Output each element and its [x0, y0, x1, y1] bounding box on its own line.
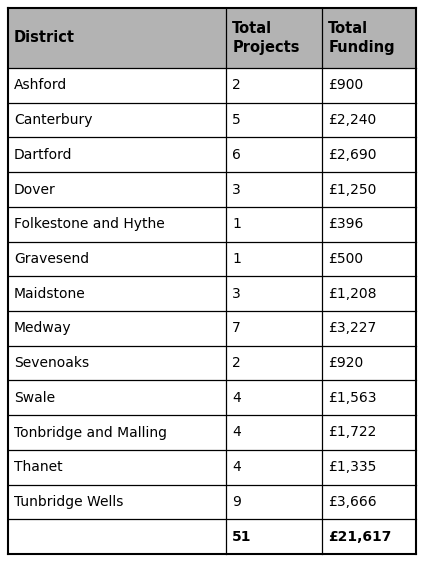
Bar — [8, 519, 416, 554]
Bar — [8, 68, 416, 103]
Text: 6: 6 — [232, 148, 241, 162]
Text: Maidstone: Maidstone — [14, 287, 86, 301]
Text: 4: 4 — [232, 425, 241, 439]
Text: £3,666: £3,666 — [328, 495, 377, 509]
Text: 1: 1 — [232, 217, 241, 231]
Bar — [8, 415, 416, 450]
Text: Tonbridge and Malling: Tonbridge and Malling — [14, 425, 167, 439]
Text: Medway: Medway — [14, 321, 72, 336]
Text: 4: 4 — [232, 460, 241, 474]
Text: Swale: Swale — [14, 391, 55, 405]
Text: Gravesend: Gravesend — [14, 252, 89, 266]
Text: 2: 2 — [232, 356, 241, 370]
Text: £1,722: £1,722 — [328, 425, 377, 439]
Text: £2,690: £2,690 — [328, 148, 377, 162]
Text: £1,335: £1,335 — [328, 460, 377, 474]
Text: 51: 51 — [232, 529, 252, 543]
Text: £920: £920 — [328, 356, 363, 370]
Text: Tunbridge Wells: Tunbridge Wells — [14, 495, 123, 509]
Bar — [8, 380, 416, 415]
Text: Canterbury: Canterbury — [14, 113, 93, 127]
Bar — [8, 172, 416, 207]
Text: £3,227: £3,227 — [328, 321, 377, 336]
Text: Thanet: Thanet — [14, 460, 62, 474]
Text: 3: 3 — [232, 287, 241, 301]
Text: 7: 7 — [232, 321, 241, 336]
Bar — [8, 103, 416, 138]
Text: 4: 4 — [232, 391, 241, 405]
Text: £900: £900 — [328, 78, 363, 92]
Text: 2: 2 — [232, 78, 241, 92]
Bar — [8, 346, 416, 380]
Text: £1,563: £1,563 — [328, 391, 377, 405]
Text: 1: 1 — [232, 252, 241, 266]
Text: £2,240: £2,240 — [328, 113, 377, 127]
Bar — [8, 484, 416, 519]
Bar — [8, 277, 416, 311]
Text: 5: 5 — [232, 113, 241, 127]
Text: Ashford: Ashford — [14, 78, 67, 92]
Bar — [8, 207, 416, 242]
Text: 3: 3 — [232, 183, 241, 197]
Text: Total
Projects: Total Projects — [232, 21, 300, 56]
Text: Sevenoaks: Sevenoaks — [14, 356, 89, 370]
Text: £500: £500 — [328, 252, 363, 266]
Bar — [8, 242, 416, 277]
Text: £396: £396 — [328, 217, 363, 231]
Bar — [8, 311, 416, 346]
Text: £1,250: £1,250 — [328, 183, 377, 197]
Text: District: District — [14, 30, 75, 46]
Bar — [8, 450, 416, 484]
Text: Dover: Dover — [14, 183, 56, 197]
Text: Folkestone and Hythe: Folkestone and Hythe — [14, 217, 165, 231]
Text: 9: 9 — [232, 495, 241, 509]
Text: £21,617: £21,617 — [328, 529, 391, 543]
Bar — [8, 8, 416, 68]
Bar — [8, 138, 416, 172]
Text: Total
Funding: Total Funding — [328, 21, 395, 56]
Text: Dartford: Dartford — [14, 148, 73, 162]
Text: £1,208: £1,208 — [328, 287, 377, 301]
